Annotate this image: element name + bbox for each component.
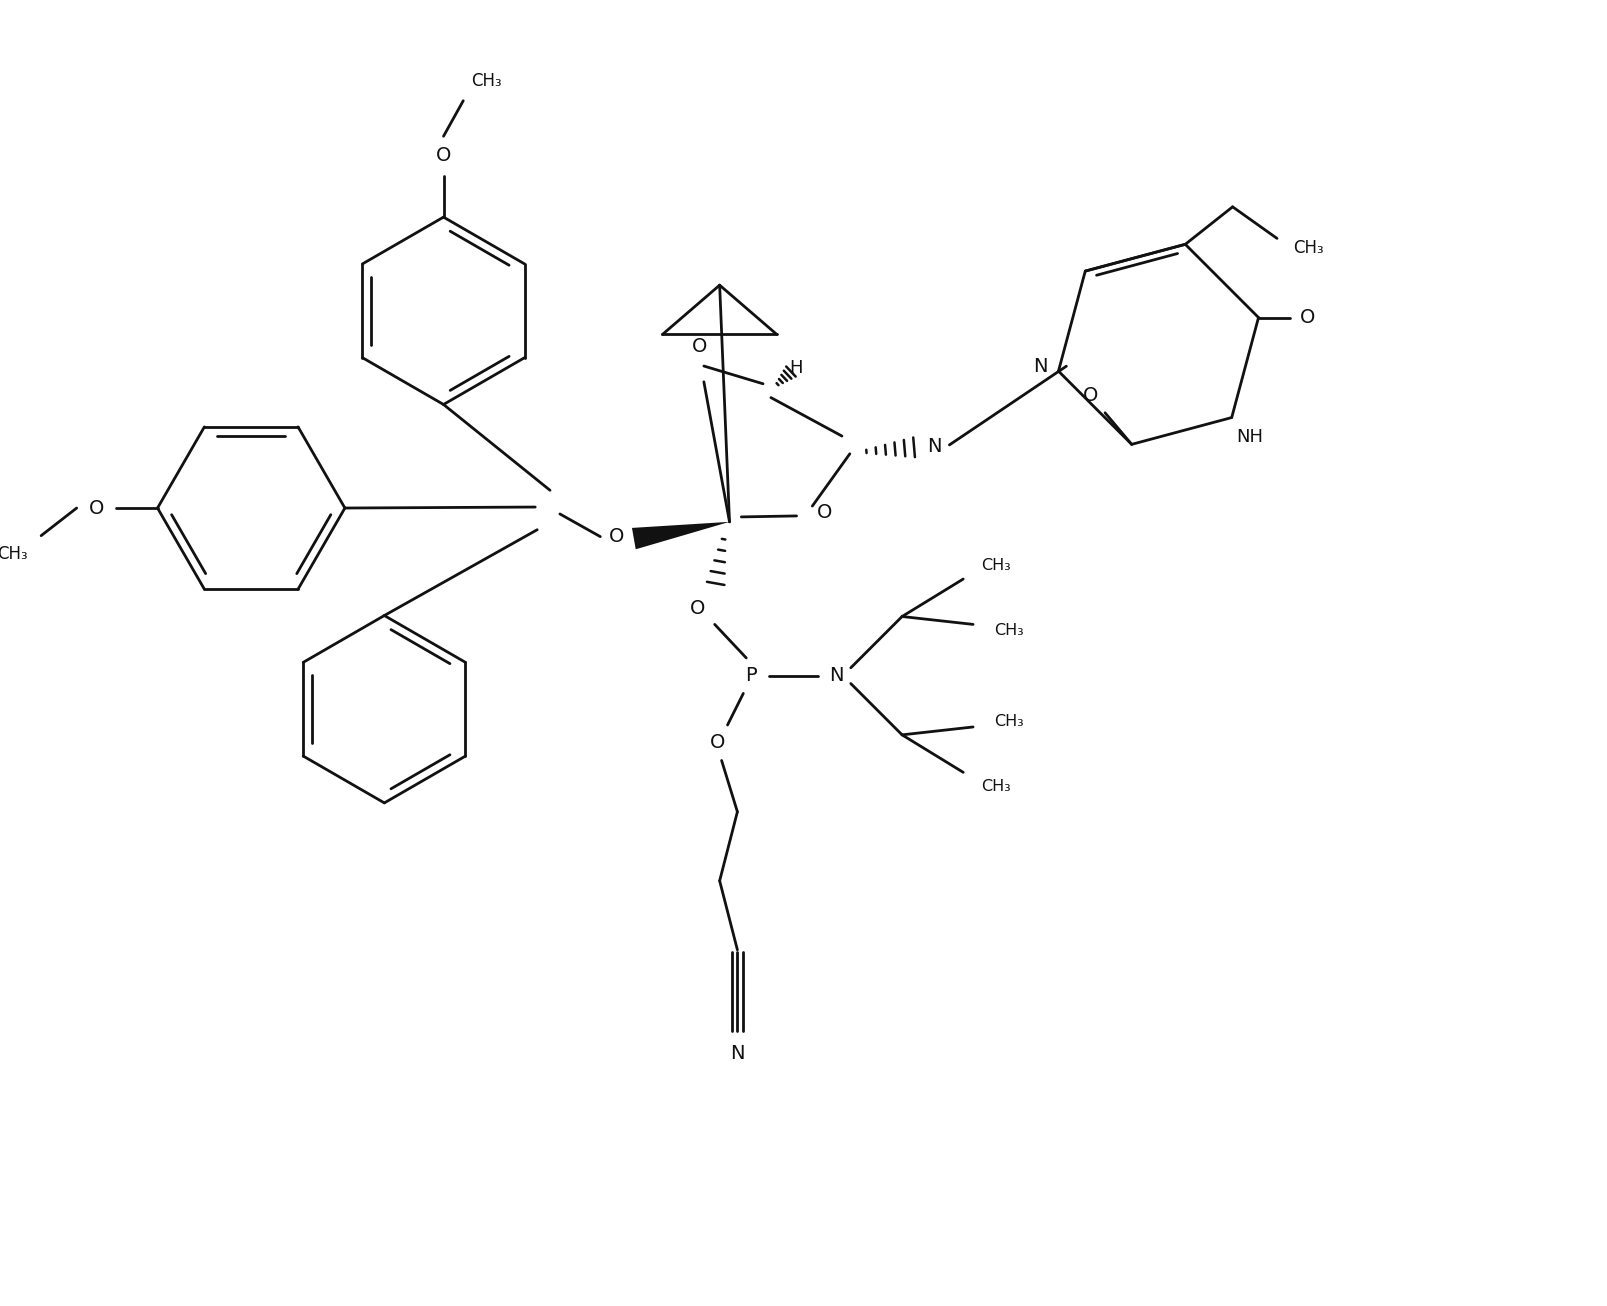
Text: O: O (689, 599, 705, 618)
Text: N: N (927, 438, 942, 456)
Text: O: O (710, 733, 725, 752)
Text: N: N (730, 1043, 744, 1063)
Text: O: O (1300, 308, 1315, 326)
Text: N: N (828, 666, 842, 686)
Text: O: O (435, 146, 452, 166)
Text: CH₃: CH₃ (980, 558, 1011, 573)
Text: O: O (607, 528, 624, 546)
Text: P: P (746, 666, 757, 686)
Text: O: O (691, 337, 707, 355)
Text: O: O (88, 499, 104, 517)
Text: NH: NH (1236, 428, 1261, 447)
Text: CH₃: CH₃ (993, 623, 1022, 637)
Text: CH₃: CH₃ (0, 546, 27, 563)
Text: CH₃: CH₃ (1292, 239, 1323, 257)
Text: CH₃: CH₃ (471, 72, 501, 90)
Text: O: O (1082, 385, 1098, 405)
Polygon shape (632, 522, 730, 550)
Text: N: N (1033, 357, 1048, 376)
Text: CH₃: CH₃ (980, 778, 1011, 794)
Text: O: O (816, 504, 831, 522)
Text: H: H (789, 359, 802, 377)
Text: CH₃: CH₃ (993, 713, 1022, 729)
